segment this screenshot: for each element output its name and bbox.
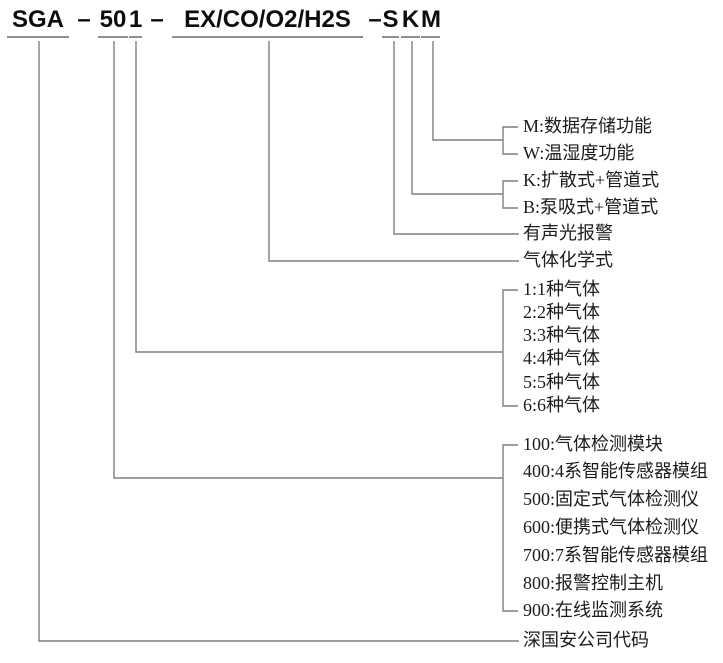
label-kb-0: K:扩散式+管道式 [523,170,660,190]
bracket-gas-counts [502,289,518,407]
label-series-3: 600:便携式气体检测仪 [523,517,700,537]
connector-alarm-s [393,41,519,235]
label-mw-0: M:数据存储功能 [523,116,653,136]
label-series-5: 800:报警控制主机 [523,573,664,593]
model-segment-company-code: SGA [7,5,69,38]
label-gas_counts-4: 5:5种气体 [523,372,601,392]
connector-sampling-k [411,41,503,195]
model-segment-series: 50 [98,5,128,38]
label-series-0: 100:气体检测模块 [523,434,664,454]
label-mw-1: W:温湿度功能 [523,143,635,163]
bracket-series [502,444,518,612]
bracket-mw [502,126,518,155]
label-gas_counts-1: 2:2种气体 [523,302,601,322]
label-gas_counts-0: 1:1种气体 [523,279,601,299]
connector-function-m [432,41,503,141]
bracket-kb [502,180,518,209]
model-segment-gas-formula: EX/CO/O2/H2S [172,5,363,38]
label-gas_counts-3: 4:4种气体 [523,348,601,368]
label-alarm: 有声光报警 [523,223,613,243]
model-dash-2: – [150,6,164,33]
label-company: 深国安公司代码 [523,630,649,650]
label-series-2: 500:固定式气体检测仪 [523,489,700,509]
connector-gas-count [135,41,503,353]
connector-gas-formula [268,41,519,262]
label-kb-1: B:泵吸式+管道式 [523,197,659,217]
model-segment-sampling: K [401,5,420,38]
label-series-4: 700:7系智能传感器模组 [523,545,709,565]
model-segment-alarm: S [382,5,399,38]
label-chem: 气体化学式 [523,250,613,270]
model-segment-gas-count: 1 [129,5,142,38]
model-segment-function: M [421,5,441,38]
connector-series-number [113,41,503,479]
model-dash-3: – [368,6,382,33]
connector-company-code [38,41,519,642]
label-series-1: 400:4系智能传感器模组 [523,461,709,481]
label-gas_counts-5: 6:6种气体 [523,395,601,415]
model-dash-1: – [77,6,91,33]
label-series-6: 900:在线监测系统 [523,600,664,620]
label-gas_counts-2: 3:3种气体 [523,325,601,345]
